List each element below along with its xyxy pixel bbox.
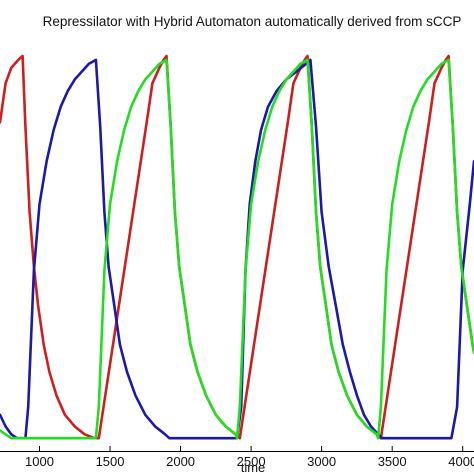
- series-layer: [0, 54, 474, 440]
- x-tick-label: 2000: [166, 454, 195, 469]
- x-axis-label: time: [241, 460, 266, 474]
- x-tick-label: 3000: [307, 454, 336, 469]
- x-tick-label: 3500: [378, 454, 407, 469]
- series-line-2: [0, 58, 474, 440]
- series-line-3: [0, 58, 474, 440]
- x-axis-ticks: 1000 1500 2000 2500 3000 3500 4000: [25, 446, 474, 469]
- x-tick-label: 4000: [448, 454, 474, 469]
- x-tick-label: 1000: [25, 454, 54, 469]
- x-tick-label: 1500: [96, 454, 125, 469]
- x-tick-label: 2500: [237, 454, 266, 469]
- chart-title: Repressilator with Hybrid Automaton auto…: [43, 14, 462, 29]
